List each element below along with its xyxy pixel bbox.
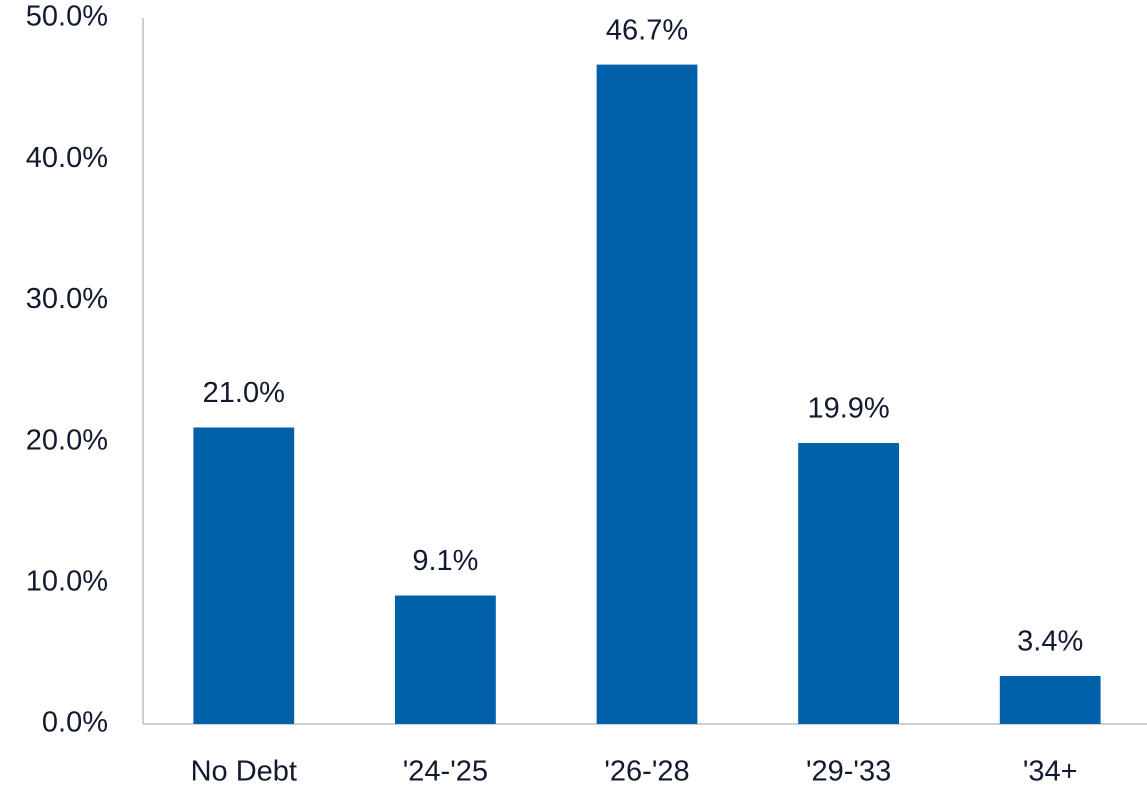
bar — [999, 675, 1101, 724]
y-tick-label: 0.0% — [42, 707, 108, 739]
y-tick-label: 50.0% — [26, 1, 108, 33]
bar — [193, 427, 295, 724]
x-tick-label: '24-'25 — [403, 756, 488, 787]
bar — [596, 64, 698, 724]
data-label: 46.7% — [606, 14, 688, 46]
data-label: 9.1% — [412, 545, 478, 577]
x-tick-label: '34+ — [1023, 756, 1078, 787]
data-label: 19.9% — [807, 393, 889, 425]
x-tick-label: '26-'28 — [604, 756, 689, 787]
bar — [395, 595, 496, 724]
x-tick-label: '29-'33 — [806, 756, 891, 787]
y-tick-label: 20.0% — [26, 424, 108, 456]
bar — [798, 443, 899, 724]
y-tick-label: 40.0% — [26, 142, 108, 174]
y-tick-label: 30.0% — [26, 283, 108, 315]
y-tick-label: 10.0% — [26, 565, 108, 597]
x-tick-label: No Debt — [191, 756, 297, 787]
data-label: 21.0% — [203, 377, 285, 409]
data-label: 3.4% — [1017, 626, 1083, 658]
